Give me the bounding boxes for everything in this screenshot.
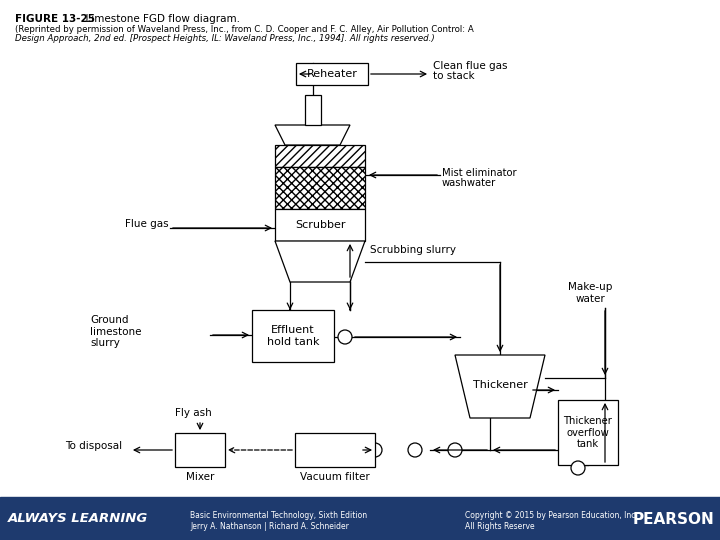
Circle shape	[408, 443, 422, 457]
Text: Effluent
hold tank: Effluent hold tank	[266, 325, 319, 347]
Text: Clean flue gas: Clean flue gas	[433, 61, 508, 71]
Text: to stack: to stack	[433, 71, 474, 81]
Polygon shape	[275, 241, 365, 282]
Text: Ground
limestone
slurry: Ground limestone slurry	[90, 315, 142, 348]
Text: Copyright © 2015 by Pearson Education, Inc: Copyright © 2015 by Pearson Education, I…	[465, 511, 635, 520]
Text: Make-up
water: Make-up water	[568, 282, 612, 303]
Text: Flue gas: Flue gas	[125, 219, 168, 229]
Bar	[0, 497, 720, 540]
Text: To disposal: To disposal	[65, 441, 122, 451]
Text: ALWAYS LEARNING: ALWAYS LEARNING	[8, 512, 148, 525]
Text: Basic Environmental Technology, Sixth Edition: Basic Environmental Technology, Sixth Ed…	[190, 511, 367, 520]
Text: Jerry A. Nathanson | Richard A. Schneider: Jerry A. Nathanson | Richard A. Schneide…	[190, 522, 349, 531]
Bar	[175, 433, 225, 467]
Text: Reheater: Reheater	[307, 69, 357, 79]
Text: Design Approach, 2nd ed. [Prospect Heights, IL: Waveland Press, Inc., 1994]. All: Design Approach, 2nd ed. [Prospect Heigh…	[15, 34, 435, 43]
Bar	[558, 400, 618, 465]
Text: washwater: washwater	[442, 178, 496, 188]
Text: FIGURE 13-25: FIGURE 13-25	[15, 14, 95, 24]
Text: Mist eliminator: Mist eliminator	[442, 168, 517, 178]
Text: All Rights Reserve: All Rights Reserve	[465, 522, 535, 531]
Text: Scrubbing slurry: Scrubbing slurry	[370, 245, 456, 255]
Bar	[252, 310, 334, 362]
Text: Limestone FGD flow diagram.: Limestone FGD flow diagram.	[79, 14, 240, 24]
Text: (Reprinted by permission of Waveland Press, Inc., from C. D. Cooper and F. C. Al: (Reprinted by permission of Waveland Pre…	[15, 25, 474, 34]
Circle shape	[448, 443, 462, 457]
Text: Thickener
overflow
tank: Thickener overflow tank	[564, 416, 613, 449]
Polygon shape	[455, 355, 545, 418]
Circle shape	[338, 330, 352, 344]
Text: PEARSON: PEARSON	[632, 511, 714, 526]
Text: Thickener: Thickener	[472, 380, 527, 390]
Circle shape	[368, 443, 382, 457]
Circle shape	[571, 461, 585, 475]
Bar	[275, 167, 365, 209]
Text: Fly ash: Fly ash	[175, 408, 212, 418]
Text: Vacuum filter: Vacuum filter	[300, 472, 370, 482]
Bar	[275, 209, 365, 241]
Bar	[275, 145, 365, 167]
Bar	[305, 95, 321, 125]
Polygon shape	[275, 125, 350, 145]
Text: Scrubber: Scrubber	[294, 220, 346, 230]
Bar	[295, 433, 375, 467]
Text: Mixer: Mixer	[186, 472, 214, 482]
Bar	[296, 63, 368, 85]
